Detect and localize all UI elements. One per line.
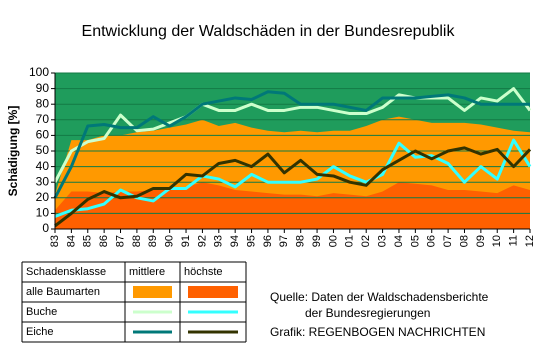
y-tick-label: 50 (36, 143, 50, 157)
x-tick-label: 08 (458, 235, 470, 247)
x-tick-label: 04 (393, 235, 405, 247)
credit: Grafik: REGENBOGEN NACHRICHTEN (270, 325, 485, 339)
x-tick-label: 87 (114, 235, 126, 247)
x-tick-label: 85 (82, 235, 94, 247)
legend-label: Eiche (26, 326, 54, 338)
x-tick-label: 91 (180, 235, 192, 247)
x-tick-label: 84 (65, 235, 77, 247)
x-tick-label: 92 (196, 235, 208, 247)
x-tick-label: 98 (295, 235, 307, 247)
x-tick-label: 88 (131, 235, 143, 247)
line (53, 90, 530, 199)
y-axis-label: Schädigung [%] (6, 106, 20, 197)
legend-header: Schadensklasse (26, 266, 106, 278)
legend-header: mittlere (129, 266, 165, 278)
y-tick-label: 10 (36, 206, 50, 220)
x-tick-label: 95 (245, 235, 257, 247)
chart-title: Entwicklung der Waldschäden in der Bunde… (82, 23, 456, 40)
x-tick-label: 90 (164, 235, 176, 247)
legend-label: Buche (26, 306, 57, 318)
line (54, 146, 532, 228)
legend-swatch (188, 286, 238, 298)
source-line: Quelle: Daten der Waldschadensberichte (270, 290, 489, 304)
source-line: der Bundesregierungen (305, 306, 430, 320)
x-tick-label: 06 (426, 235, 438, 247)
y-tick-label: 40 (36, 159, 50, 173)
x-tick-label: 07 (442, 235, 454, 247)
legend-header: höchste (184, 266, 223, 278)
legend-swatch (133, 286, 172, 298)
x-tick-label: 00 (327, 235, 339, 247)
x-tick-label: 86 (98, 235, 110, 247)
y-tick-label: 30 (36, 174, 50, 188)
x-tick-label: 96 (262, 235, 274, 247)
x-tick-label: 10 (491, 235, 503, 247)
x-tick-label: 11 (508, 235, 520, 246)
x-tick-label: 12 (524, 235, 533, 247)
x-tick-label: 02 (360, 235, 372, 247)
x-tick-label: 99 (311, 235, 323, 247)
y-tick-label: 0 (42, 221, 49, 235)
y-tick-label: 60 (36, 128, 50, 142)
x-tick-label: 03 (376, 235, 388, 247)
y-tick-label: 80 (36, 96, 50, 110)
x-tick-label: 83 (49, 235, 61, 247)
x-tick-label: 93 (213, 235, 225, 247)
y-tick-label: 70 (36, 112, 50, 126)
x-tick-label: 01 (344, 235, 356, 247)
y-tick-label: 20 (36, 190, 50, 204)
x-tick-label: 89 (147, 235, 159, 247)
legend-label: alle Baumarten (26, 286, 100, 298)
x-tick-label: 09 (475, 235, 487, 247)
y-tick-label: 90 (36, 81, 50, 95)
y-tick-label: 100 (29, 65, 49, 79)
x-tick-label: 97 (278, 235, 290, 247)
x-tick-label: 05 (409, 235, 421, 247)
x-tick-label: 94 (229, 235, 241, 247)
area (55, 182, 530, 229)
